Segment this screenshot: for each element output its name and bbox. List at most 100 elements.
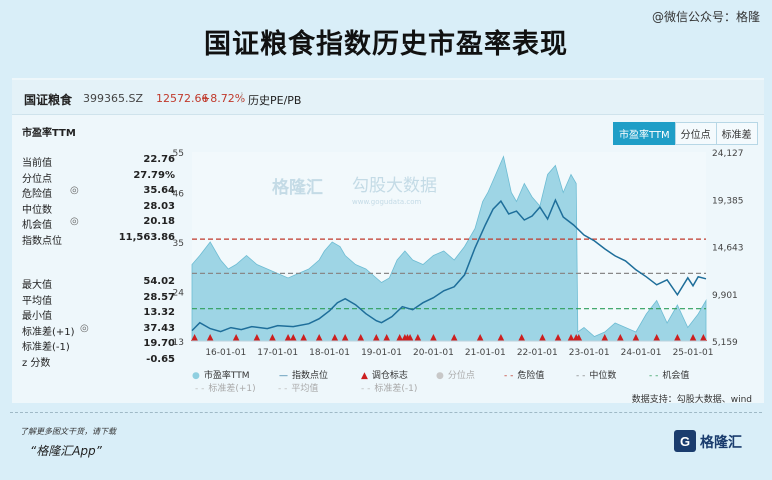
legend-label: 标准差(-1)	[374, 384, 418, 394]
divider: |	[240, 90, 244, 103]
history-pe-pb-link[interactable]: 历史PE/PB	[248, 94, 302, 107]
footer-divider	[10, 412, 762, 413]
stat-row: 中位数 28.03	[22, 200, 175, 216]
adjustment-marker	[383, 334, 391, 341]
legend-item[interactable]: ▲ 调仓标志	[361, 368, 408, 381]
stat-row: 平均值 28.57	[22, 291, 175, 307]
y-right-tick-label: 9,901	[712, 291, 738, 301]
stat-value: 22.76	[143, 154, 175, 165]
x-tick-label: 20-01-01	[413, 348, 454, 358]
x-tick-label: 24-01-01	[621, 348, 662, 358]
adjustment-marker	[476, 334, 484, 341]
y-right-tick-label: 5,159	[712, 338, 738, 348]
y-left-tick-label: 24	[173, 289, 185, 299]
legend-item[interactable]: - - 标准差(+1)	[195, 381, 256, 394]
stat-label: z 分数	[22, 357, 51, 369]
stat-label: 平均值	[22, 295, 52, 307]
stat-value: 20.18	[143, 216, 175, 227]
info-bar: 国证粮食 399365.SZ 12572.66 +8.72% | 历史PE/PB	[12, 80, 764, 115]
stat-value: 37.43	[143, 322, 175, 334]
adjustment-marker	[554, 334, 562, 341]
adjustment-marker	[406, 334, 414, 341]
stat-label: 最小值	[22, 311, 52, 322]
x-tick-label: 16-01-01	[205, 348, 246, 358]
chart-watermark: 格隆汇	[272, 177, 323, 198]
index-line	[191, 198, 707, 333]
stat-row: 最小值 13.32	[22, 307, 175, 322]
stat-value: -0.65	[146, 353, 175, 365]
adjustment-marker	[414, 334, 422, 341]
stat-row: 分位点 27.79%	[22, 169, 175, 185]
legend-swatch-icon: - -	[361, 384, 371, 394]
x-tick-label: 23-01-01	[569, 348, 610, 358]
data-source: 数据支持：勾股大数据、wind	[631, 395, 752, 405]
legend-swatch-icon: —	[279, 371, 288, 381]
legend-swatch-icon: ●	[436, 371, 444, 381]
stat-row: 机会值 20.18 ◎	[22, 216, 175, 231]
legend-item[interactable]: - - 标准差(-1)	[361, 381, 417, 394]
legend-item[interactable]: - - 机会值	[649, 368, 689, 381]
legend-label: 调仓标志	[371, 371, 408, 381]
legend-label: 中位数	[589, 371, 617, 381]
adjustment-marker	[616, 334, 624, 341]
adjustment-marker	[689, 334, 697, 341]
y-left-tick-label: 55	[173, 149, 184, 159]
stat-value: 54.02	[143, 276, 175, 287]
stat-value: 27.79%	[133, 169, 175, 181]
logo-mark-icon	[674, 430, 696, 452]
stock-name: 国证粮食	[24, 93, 73, 107]
adjustment-marker	[341, 334, 349, 341]
settings-icon[interactable]: ◎	[70, 216, 79, 227]
stat-row: 危险值 35.64 ◎	[22, 185, 175, 200]
x-tick-label: 25-01-01	[673, 348, 714, 358]
stat-label: 最大值	[22, 280, 52, 291]
footer-app-name: “格隆汇App”	[30, 444, 102, 458]
adjustment-marker	[673, 334, 681, 341]
metric-tabs: 市盈率TTM 分位点 标准差	[613, 122, 758, 145]
legend-swatch-icon: - -	[278, 384, 288, 394]
pe-chart: 格隆汇 勾股大数据 www.gogudata.com 55 46 35 24 13 24,127…	[173, 149, 744, 358]
stat-label: 机会值	[22, 220, 52, 231]
y-left-tick-label: 13	[173, 338, 184, 348]
adjustment-marker	[206, 334, 214, 341]
legend-item[interactable]: ● 市盈率TTM	[192, 368, 249, 381]
stat-value: 35.64	[143, 185, 175, 196]
adjustment-marker	[396, 334, 404, 341]
y-right-tick-label: 19,385	[712, 196, 744, 206]
pe-ttm-area	[191, 155, 707, 342]
legend-label: 平均值	[291, 384, 319, 394]
x-tick-label: 21-01-01	[465, 348, 506, 358]
legend-item[interactable]: ● 分位点	[436, 368, 475, 381]
adjustment-marker	[575, 334, 583, 341]
legend-item[interactable]: — 指数点位	[279, 368, 328, 381]
legend-item[interactable]: - - 危险值	[504, 368, 544, 381]
stat-label: 当前值	[22, 158, 52, 169]
x-tick-label: 19-01-01	[361, 348, 402, 358]
chart-watermark: 勾股大数据	[352, 176, 437, 196]
stock-price: 12572.66	[156, 92, 209, 105]
stat-value: 28.57	[143, 291, 175, 303]
footer-note: 了解更多图文干货，请下载	[20, 427, 116, 436]
stat-label: 分位点	[22, 173, 52, 185]
y-left-tick-label: 35	[173, 239, 184, 249]
legend-swatch-icon: - -	[576, 371, 586, 381]
stat-value: 28.03	[143, 200, 175, 212]
stat-row: 标准差(+1) 37.43 ◎	[22, 322, 175, 338]
adjustment-marker	[300, 334, 308, 341]
legend-item[interactable]: - - 平均值	[278, 381, 318, 394]
legend-item[interactable]: - - 中位数	[576, 368, 616, 381]
settings-icon[interactable]: ◎	[80, 322, 89, 334]
adjustment-marker	[632, 334, 640, 341]
settings-icon[interactable]: ◎	[70, 185, 79, 196]
tab-std-dev[interactable]: 标准差	[715, 122, 758, 145]
stat-label: 危险值	[22, 189, 52, 200]
adjustment-marker	[450, 334, 458, 341]
page-title: 国证粮食指数历史市盈率表现	[204, 29, 568, 60]
adjustment-marker	[601, 334, 609, 341]
adjustment-marker	[567, 334, 575, 341]
stock-code: 399365.SZ	[83, 92, 144, 105]
y-right-tick-label: 24,127	[712, 149, 744, 159]
tab-pe-ttm[interactable]: 市盈率TTM	[613, 122, 676, 145]
adjustment-marker	[268, 334, 276, 341]
legend-label: 分位点	[447, 371, 475, 381]
